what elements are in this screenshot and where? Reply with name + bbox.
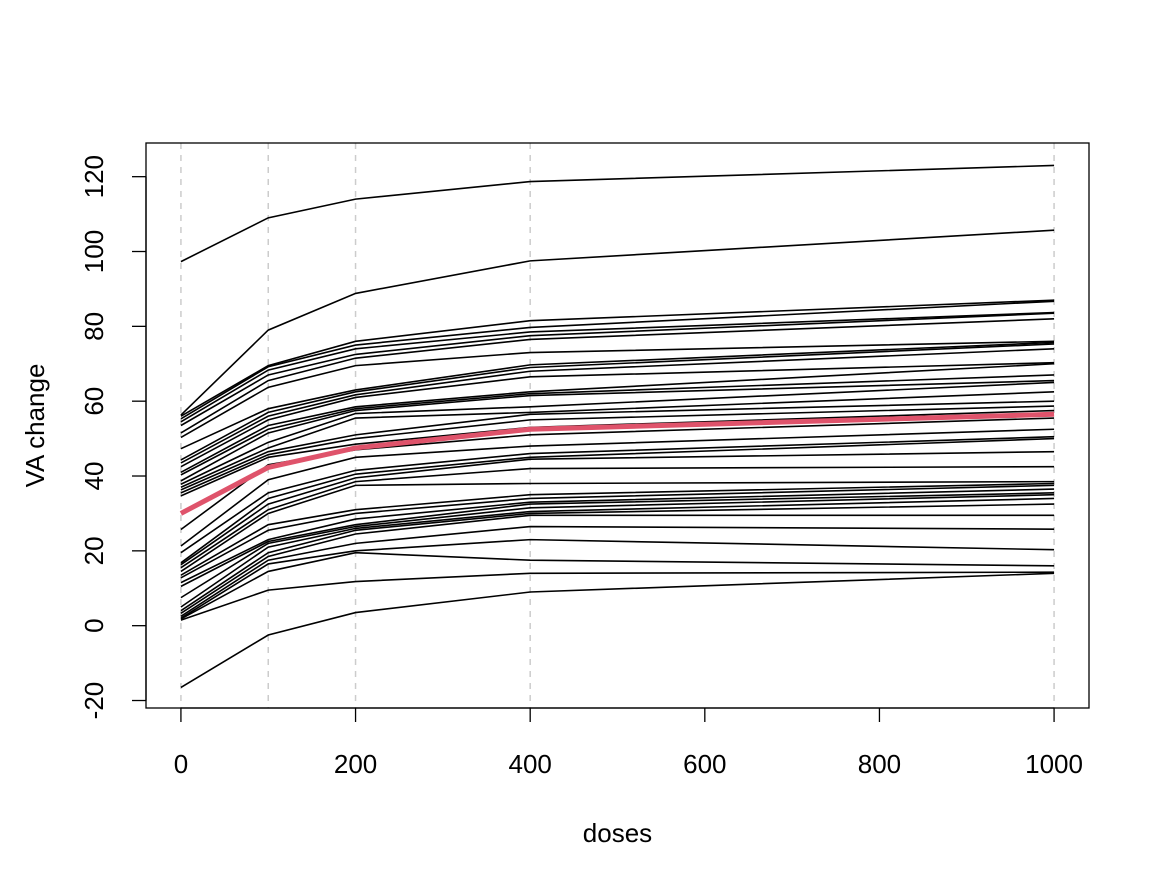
series-line <box>180 525 1055 618</box>
series-line <box>180 465 1055 569</box>
series-line <box>180 311 1055 423</box>
x-tick-label: 600 <box>683 749 726 779</box>
x-axis: 0 200 400 600 800 1000 <box>174 707 1083 779</box>
series-line <box>180 164 1055 263</box>
series-line <box>180 492 1055 588</box>
series-line <box>180 312 1055 427</box>
series-line <box>180 571 1055 621</box>
series-line <box>180 572 1055 689</box>
series-line <box>180 551 1055 620</box>
y-tick-label: 120 <box>79 155 109 198</box>
series-line <box>180 379 1055 482</box>
series-line <box>180 347 1055 464</box>
series-line <box>180 229 1055 416</box>
series-line <box>180 437 1055 564</box>
series-line <box>180 374 1055 476</box>
series-line <box>180 428 1055 547</box>
y-tick-label: 20 <box>79 536 109 565</box>
series-line <box>180 493 1055 599</box>
x-tick-label: 200 <box>334 749 377 779</box>
series-line <box>180 450 1055 566</box>
series-line <box>180 343 1055 461</box>
y-axis: -20 0 20 40 60 80 100 120 <box>79 155 147 720</box>
series-line <box>180 482 1055 576</box>
series-line <box>180 318 1055 434</box>
reference-lines <box>180 143 1055 708</box>
series-line <box>180 503 1055 612</box>
series-line <box>180 391 1055 488</box>
series-line <box>180 300 1055 420</box>
series-line <box>180 488 1055 584</box>
x-tick-label: 1000 <box>1025 749 1083 779</box>
series-line <box>180 381 1055 485</box>
y-tick-label: 80 <box>79 312 109 341</box>
x-tick-label: 400 <box>508 749 551 779</box>
series-line <box>180 484 1055 579</box>
series-lines <box>180 164 1055 689</box>
mean-line <box>179 411 1055 516</box>
series-line <box>180 340 1055 439</box>
x-tick-label: 800 <box>858 749 901 779</box>
y-axis-label: VA change <box>20 364 50 488</box>
series-line <box>180 361 1055 468</box>
x-tick-label: 0 <box>174 749 188 779</box>
series-line <box>180 299 1055 417</box>
series-line <box>180 405 1055 494</box>
y-tick-label: 0 <box>79 618 109 632</box>
y-tick-label: 40 <box>79 462 109 491</box>
y-tick-label: -20 <box>79 682 109 720</box>
series-line <box>180 538 1055 619</box>
y-tick-label: 100 <box>79 230 109 273</box>
series-line <box>180 497 1055 608</box>
series-line <box>180 514 1055 615</box>
mean-line-group <box>179 411 1055 516</box>
series-line <box>180 341 1055 450</box>
series-line <box>180 435 1055 554</box>
y-tick-label: 60 <box>79 387 109 416</box>
series-line <box>180 400 1055 491</box>
x-axis-label: doses <box>583 818 652 848</box>
series-line <box>180 417 1055 531</box>
series-line <box>180 480 1055 573</box>
series-line <box>180 362 1055 473</box>
